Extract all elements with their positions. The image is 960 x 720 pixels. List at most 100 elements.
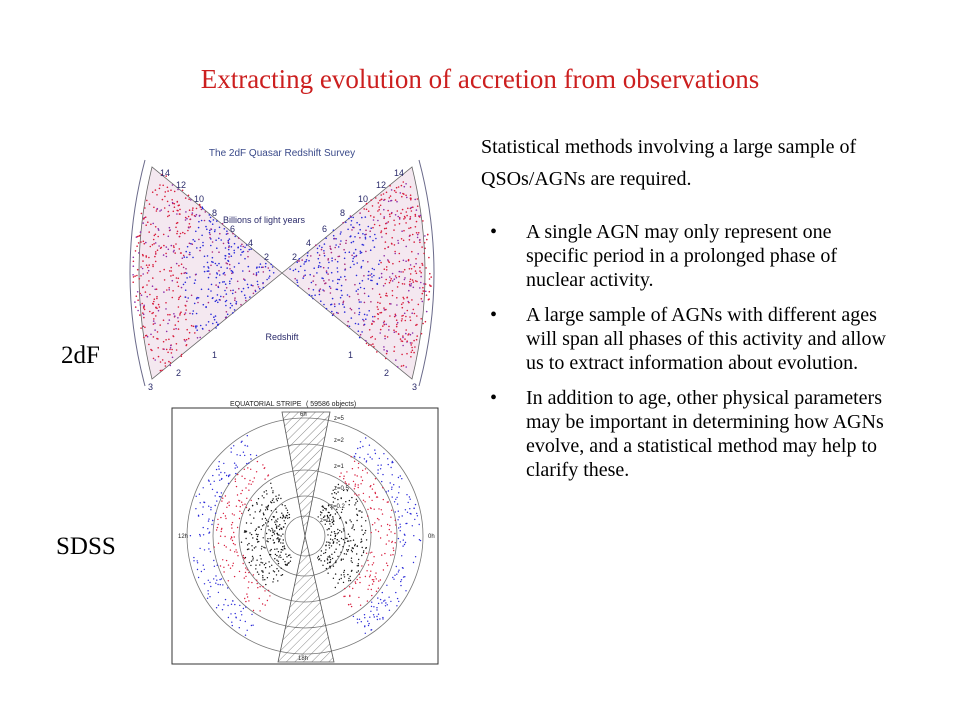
galaxy-point (203, 583, 206, 585)
galaxy-point (391, 496, 393, 498)
galaxy-point (249, 532, 251, 534)
galaxy-point (202, 564, 204, 566)
galaxy-point (212, 474, 214, 477)
quasar-point (170, 352, 173, 354)
quasar-point (429, 272, 431, 275)
quasar-point (395, 330, 397, 333)
quasar-point (234, 297, 236, 299)
galaxy-point (234, 544, 236, 546)
quasar-point (228, 245, 230, 247)
quasar-point (379, 302, 381, 304)
galaxy-point (387, 463, 389, 466)
galaxy-point (361, 479, 364, 482)
quasar-point (372, 239, 374, 242)
galaxy-point (346, 537, 348, 540)
quasar-point (350, 220, 353, 222)
quasar-point (370, 301, 372, 303)
quasar-point (232, 289, 234, 292)
quasar-point (359, 286, 362, 289)
galaxy-point (396, 496, 398, 499)
galaxy-point (342, 538, 345, 541)
quasar-point (408, 301, 410, 304)
quasar-point (222, 296, 225, 298)
galaxy-point (368, 496, 371, 498)
galaxy-point (227, 587, 229, 589)
quasar-point (412, 281, 415, 283)
galaxy-point (242, 562, 244, 565)
galaxy-point (339, 475, 341, 478)
quasar-point (415, 220, 418, 223)
quasar-point (419, 241, 421, 244)
quasar-point (425, 290, 427, 293)
galaxy-point (365, 461, 367, 463)
galaxy-point (256, 559, 258, 561)
quasar-point (411, 349, 414, 352)
galaxy-point (329, 542, 331, 544)
galaxy-point (282, 546, 284, 548)
quasar-point (197, 301, 199, 304)
galaxy-point (252, 481, 254, 483)
quasar-point (335, 288, 338, 291)
quasar-point (225, 311, 228, 313)
galaxy-point (264, 509, 267, 511)
quasar-point (404, 319, 407, 322)
galaxy-point (215, 575, 217, 577)
quasar-point (308, 259, 310, 262)
galaxy-point (267, 506, 269, 508)
galaxy-point (343, 595, 345, 598)
galaxy-point (369, 552, 371, 554)
quasar-point (203, 266, 205, 268)
galaxy-point (213, 546, 215, 548)
quasar-point (188, 223, 191, 225)
galaxy-point (216, 579, 218, 581)
quasar-point (390, 212, 393, 215)
galaxy-point (230, 451, 232, 453)
galaxy-point (354, 493, 356, 495)
galaxy-point (266, 493, 268, 495)
quasar-point (355, 254, 358, 257)
quasar-point (165, 330, 168, 333)
quasar-point (403, 298, 405, 300)
quasar-point (394, 275, 397, 277)
quasar-point (197, 297, 200, 299)
galaxy-point (272, 570, 275, 572)
quasar-point (184, 289, 187, 291)
quasar-point (418, 215, 421, 218)
galaxy-point (397, 510, 399, 512)
galaxy-point (341, 508, 344, 511)
quasar-point (214, 262, 217, 265)
quasar-point (201, 234, 203, 237)
galaxy-point (353, 529, 355, 531)
galaxy-point (376, 618, 379, 621)
galaxy-point (252, 624, 254, 626)
quasar-point (240, 290, 243, 293)
galaxy-point (277, 580, 279, 582)
galaxy-point (360, 538, 363, 540)
galaxy-point (333, 551, 336, 553)
quasar-point (323, 250, 325, 252)
galaxy-point (356, 500, 359, 502)
galaxy-point (352, 524, 354, 526)
galaxy-point (382, 473, 384, 476)
quasar-point (258, 266, 261, 268)
galaxy-point (355, 508, 358, 510)
galaxy-point (340, 551, 342, 553)
galaxy-point (350, 456, 352, 458)
galaxy-point (351, 468, 354, 470)
tick-label: 6 (230, 224, 235, 234)
galaxy-point (244, 634, 247, 636)
quasar-point (411, 233, 414, 236)
galaxy-point (264, 467, 266, 469)
galaxy-point (387, 458, 389, 460)
quasar-point (360, 265, 363, 268)
galaxy-point (247, 509, 250, 512)
quasar-point (188, 242, 191, 245)
quasar-point (367, 270, 370, 273)
galaxy-point (275, 526, 278, 528)
galaxy-point (280, 574, 282, 577)
galaxy-point (276, 548, 278, 550)
galaxy-point (196, 562, 199, 564)
quasar-point (169, 348, 171, 351)
sdss-object-count: ( 59586 objects) (306, 401, 356, 408)
quasar-point (405, 315, 407, 318)
